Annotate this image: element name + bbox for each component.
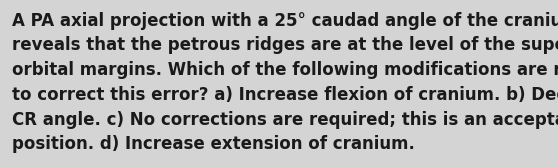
Text: reveals that the petrous ridges are at the level of the superior: reveals that the petrous ridges are at t… bbox=[12, 36, 558, 54]
Text: position. d) Increase extension of cranium.: position. d) Increase extension of crani… bbox=[12, 135, 415, 153]
Text: orbital margins. Which of the following modifications are required: orbital margins. Which of the following … bbox=[12, 61, 558, 79]
Text: CR angle. c) No corrections are required; this is an acceptable: CR angle. c) No corrections are required… bbox=[12, 111, 558, 129]
Text: to correct this error? a) Increase flexion of cranium. b) Decrease: to correct this error? a) Increase flexi… bbox=[12, 86, 558, 104]
Text: A PA axial projection with a 25° caudad angle of the cranium: A PA axial projection with a 25° caudad … bbox=[12, 12, 558, 30]
